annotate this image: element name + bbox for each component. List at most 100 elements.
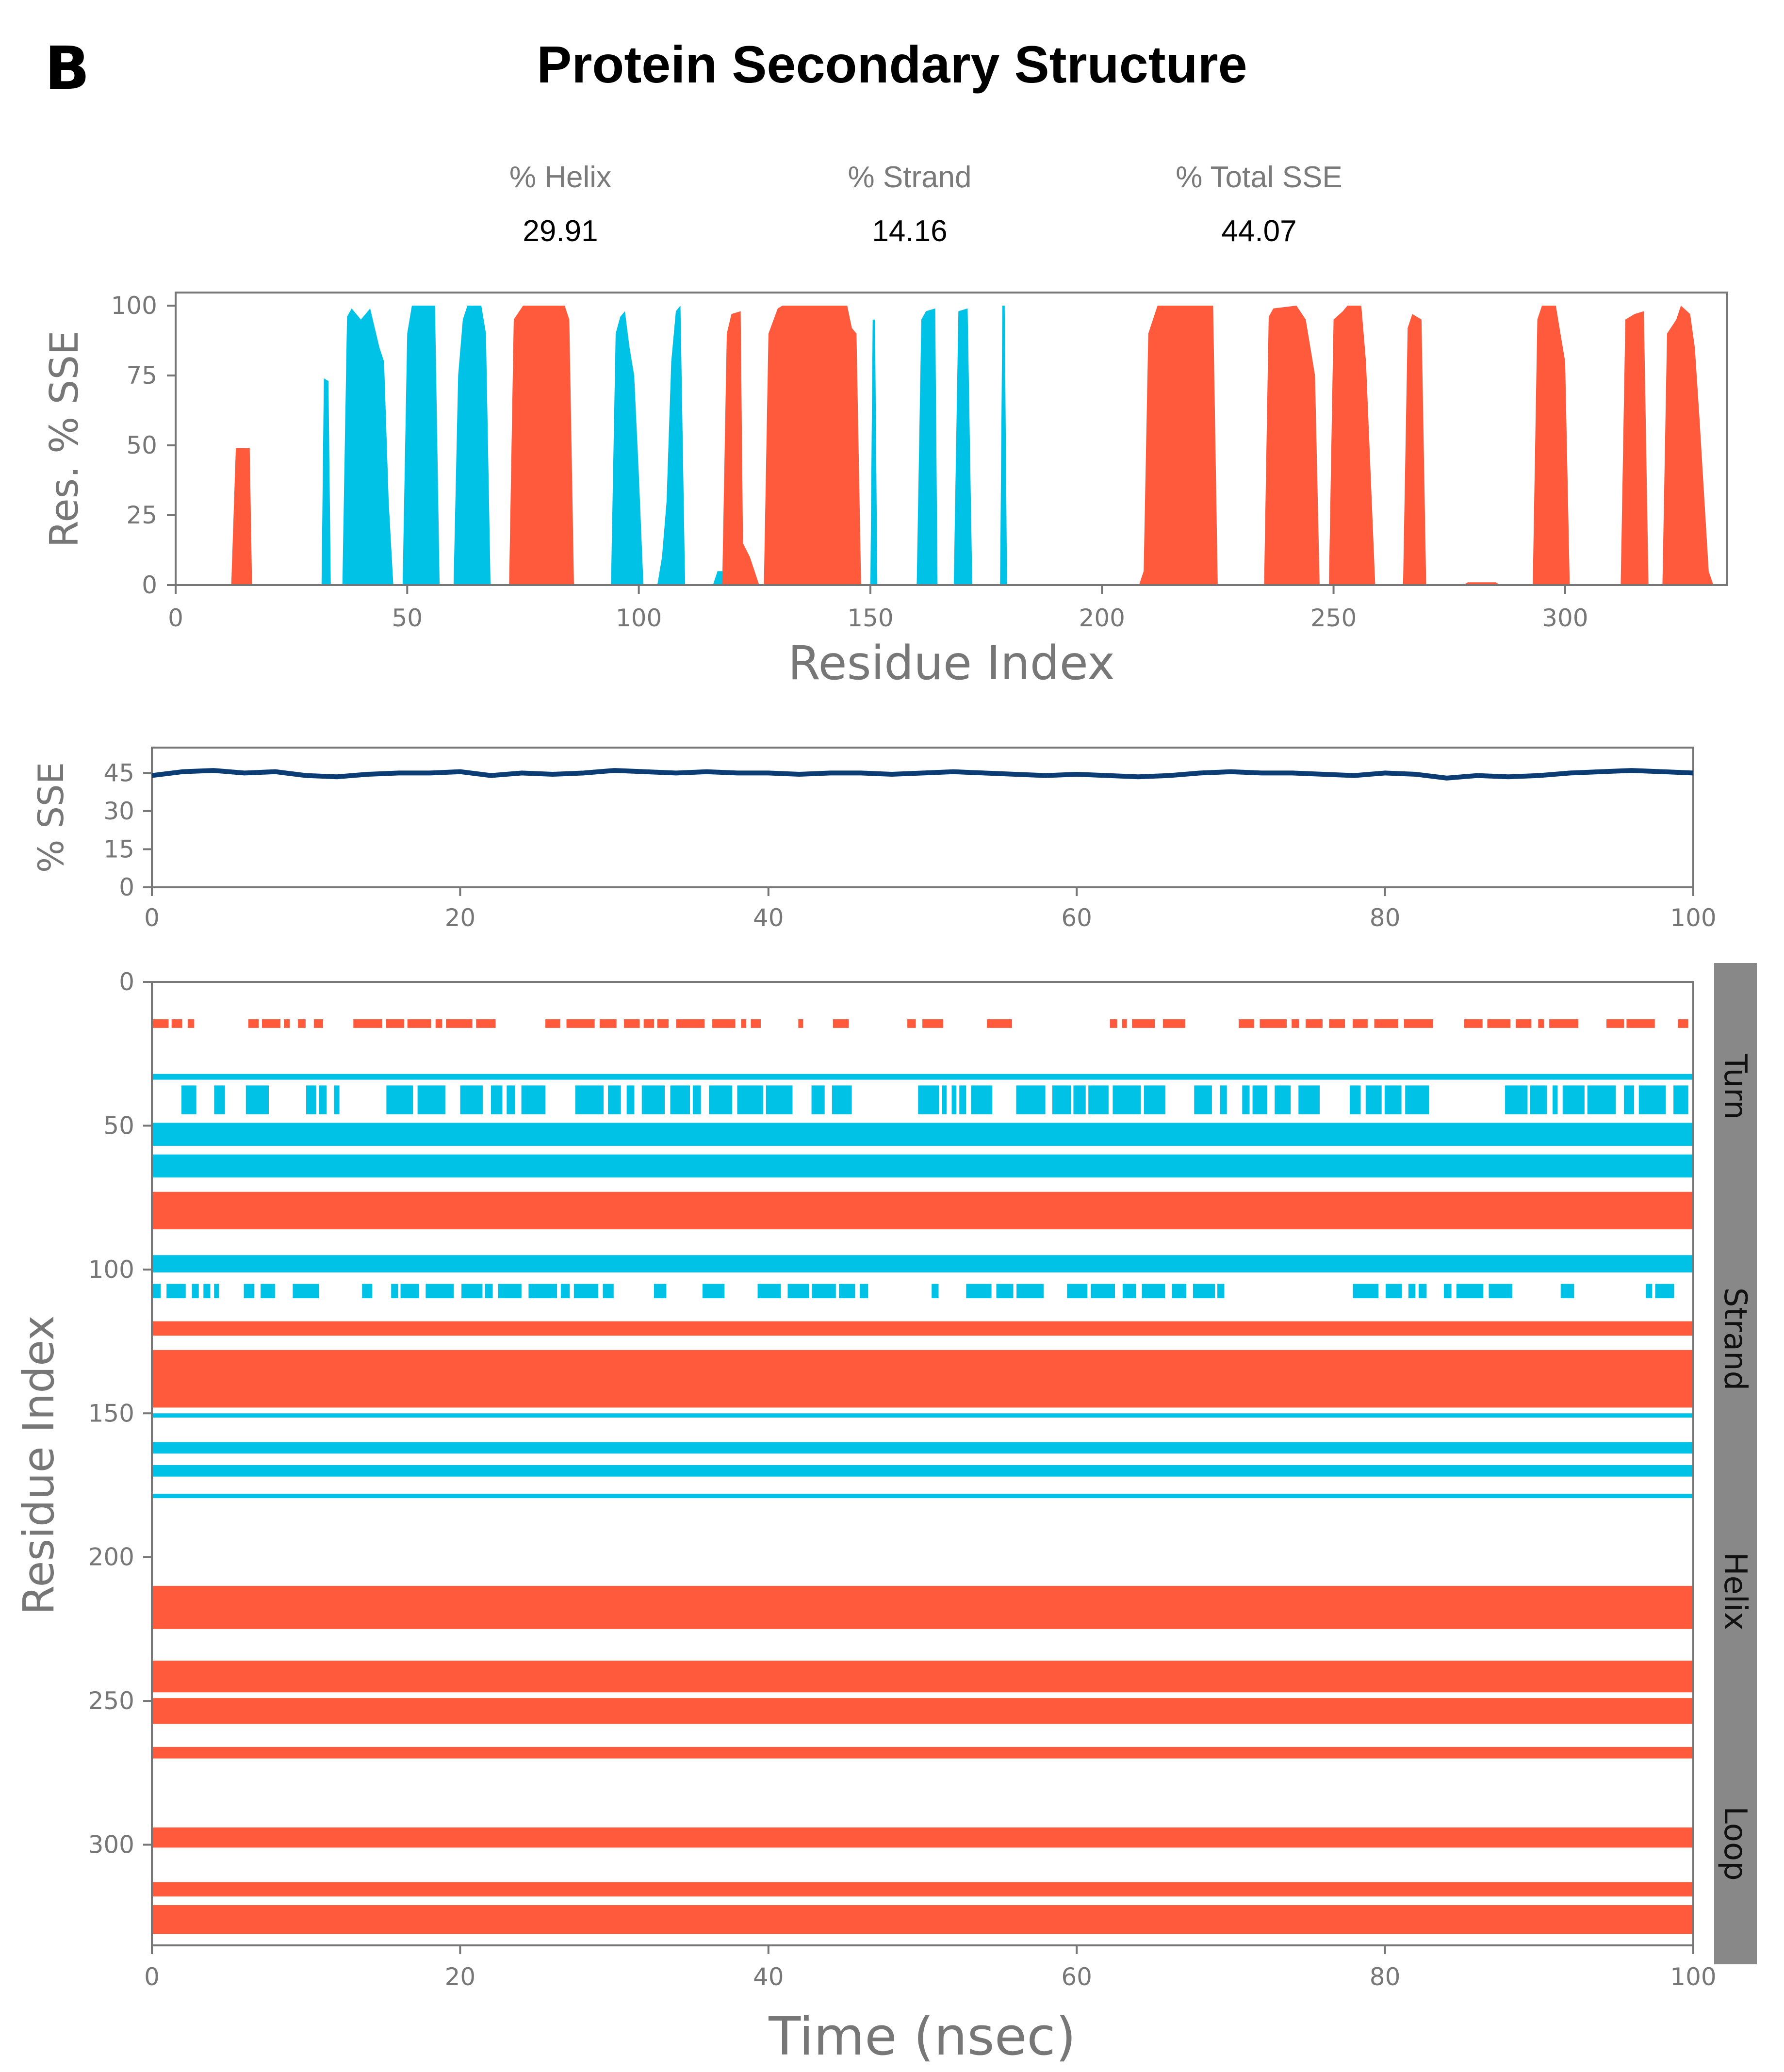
- heatmap-band-segment: [1456, 1284, 1484, 1299]
- heatmap-band-segment: [798, 1019, 803, 1028]
- heatmap-band-segment: [187, 1019, 195, 1028]
- x-tick-label: 20: [445, 1963, 476, 1991]
- x-tick-label: 250: [1310, 604, 1357, 632]
- heatmap-band-segment: [1530, 1085, 1547, 1114]
- heatmap-band-segment: [1275, 1085, 1291, 1114]
- heatmap-band-segment: [1673, 1085, 1688, 1114]
- heatmap-band-segment: [907, 1019, 916, 1028]
- x-tick-label: 40: [753, 1963, 784, 1991]
- heatmap-band-strand-1: [152, 1074, 1693, 1080]
- heatmap-band-segment: [766, 1085, 793, 1114]
- heatmap-band-segment: [608, 1085, 621, 1114]
- heatmap-band-segment: [654, 1284, 667, 1299]
- sse-area-helix-22: [1662, 306, 1714, 585]
- residue-sse-x-axis: 0 50 100 150 200 250 300: [168, 585, 1588, 632]
- heatmap-band-segment: [545, 1019, 560, 1028]
- heatmap-band-segment: [1349, 1085, 1361, 1114]
- y-tick-label: 15: [103, 835, 134, 863]
- sse-area-strand-1: [321, 378, 331, 585]
- heatmap-band-segment: [491, 1085, 503, 1114]
- sse-legend: Turn Strand Helix Loop: [1717, 1053, 1753, 1881]
- heatmap-band-helix-9: [152, 1350, 1693, 1408]
- y-tick-label: 30: [103, 797, 134, 825]
- y-tick-label: 200: [88, 1543, 134, 1571]
- heatmap-band-segment: [566, 1019, 595, 1028]
- y-tick-label: 0: [119, 873, 134, 901]
- heatmap-band-segment: [1132, 1019, 1155, 1028]
- x-tick-label: 60: [1061, 904, 1092, 932]
- y-tick-label: 0: [142, 571, 157, 599]
- x-tick-label: 100: [616, 604, 662, 632]
- heatmap-band-segment: [1404, 1019, 1433, 1028]
- stat-strand-label: % Strand: [848, 161, 972, 194]
- heatmap-band-segment: [833, 1019, 849, 1028]
- y-tick-label: 250: [88, 1687, 134, 1715]
- heatmap-band-segment: [1242, 1085, 1250, 1114]
- heatmap-band-segment: [386, 1019, 404, 1028]
- x-tick-label: 0: [144, 904, 160, 932]
- heatmap-band-segment: [1110, 1019, 1117, 1028]
- residue-sse-frame: [175, 292, 1728, 586]
- heatmap-band-segment: [757, 1284, 781, 1299]
- heatmap-band-segment: [203, 1284, 211, 1299]
- heatmap-x-axis: 0 20 40 60 80 100: [144, 1945, 1717, 1991]
- heatmap-band-strand-6: [152, 1255, 1693, 1273]
- heatmap-band-segment: [391, 1284, 398, 1299]
- heatmap-band-segment: [932, 1284, 939, 1299]
- heatmap-band-fill: [152, 1350, 1693, 1408]
- heatmap-band-fill: [152, 1465, 1693, 1477]
- x-tick-label: 100: [1670, 1963, 1716, 1991]
- x-tick-label: 60: [1061, 1963, 1092, 1991]
- heatmap-band-segment: [1606, 1019, 1624, 1028]
- heatmap-band-segment: [1073, 1085, 1086, 1114]
- heatmap-band-segment: [676, 1019, 705, 1028]
- heatmap-band-segment: [214, 1085, 225, 1114]
- heatmap-band-strand-3: [152, 1123, 1693, 1146]
- heatmap-band-segment: [192, 1284, 199, 1299]
- heatmap-band-segment: [573, 1284, 598, 1299]
- heatmap-band-segment: [1122, 1284, 1136, 1299]
- heatmap-band-segment: [166, 1284, 186, 1299]
- sse-area-helix-15: [1139, 306, 1218, 585]
- legend-label-helix: Helix: [1717, 1552, 1753, 1631]
- heatmap-band-segment: [1353, 1019, 1368, 1028]
- heatmap-bands: [152, 1019, 1693, 1934]
- heatmap-band-segment: [298, 1019, 306, 1028]
- heatmap-band-segment: [1443, 1284, 1452, 1299]
- residue-sse-ylabel: Res. % SSE: [42, 330, 87, 547]
- heatmap-band-helix-15: [152, 1661, 1693, 1693]
- residue-sse-plot: 0 50 100 150 200 250 300 0 25 50 75 100 Residue In…: [42, 292, 1728, 690]
- heatmap-band-segment: [1298, 1085, 1320, 1114]
- sse-area-helix-17: [1329, 306, 1375, 585]
- sse-area-helix-10: [764, 306, 861, 585]
- y-tick-label: 25: [126, 501, 157, 529]
- heatmap-band-segment: [313, 1019, 323, 1028]
- heatmap-band-segment: [1374, 1019, 1399, 1028]
- sse-area-strand-7: [657, 306, 686, 585]
- heatmap-band-segment: [1144, 1085, 1165, 1114]
- residue-sse-areas: [231, 306, 1714, 585]
- heatmap-band-segment: [959, 1085, 966, 1114]
- stat-strand-value: 14.16: [872, 214, 948, 248]
- heatmap-y-axis: 0 50 100 150 200 250 300: [88, 968, 152, 1859]
- heatmap-band-helix-19: [152, 1882, 1693, 1897]
- heatmap-band-segment: [1408, 1284, 1416, 1299]
- heatmap-band-segment: [839, 1284, 855, 1299]
- heatmap-band-fill: [152, 1255, 1693, 1273]
- heatmap-band-segment: [426, 1284, 454, 1299]
- heatmap-band-segment: [181, 1085, 196, 1114]
- heatmap-band-segment: [971, 1085, 993, 1114]
- heatmap-band-segment: [1538, 1019, 1544, 1028]
- heatmap-band-helix-14: [152, 1585, 1693, 1629]
- stat-total-value: 44.07: [1221, 214, 1297, 248]
- heatmap-band-segment: [1464, 1019, 1483, 1028]
- heatmap-band-segment: [1562, 1085, 1585, 1114]
- sse-area-helix-5: [509, 306, 574, 585]
- legend-label-strand: Strand: [1717, 1288, 1753, 1390]
- heatmap-band-fill: [152, 1074, 1693, 1080]
- heatmap-band-segment: [1646, 1284, 1653, 1299]
- y-tick-label: 300: [88, 1831, 134, 1859]
- heatmap-band-segment: [575, 1085, 604, 1114]
- sse-area-helix-9: [722, 311, 759, 585]
- heatmap-band-segment: [812, 1284, 836, 1299]
